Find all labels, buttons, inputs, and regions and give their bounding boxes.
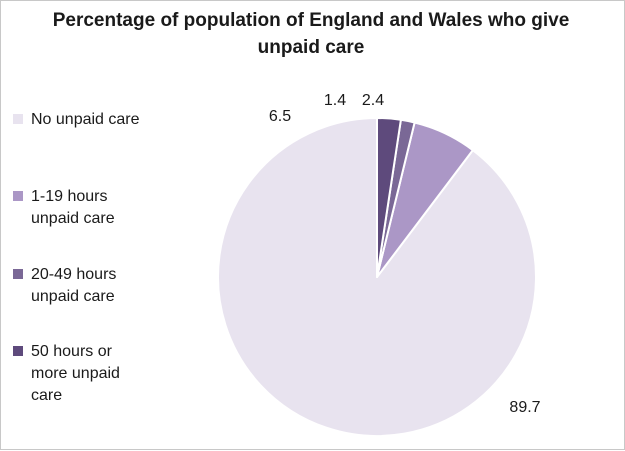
data-label-1-19-hours: 6.5 xyxy=(269,108,291,125)
legend-swatch xyxy=(13,346,23,356)
legend-label: No unpaid care xyxy=(31,111,140,128)
legend-swatch xyxy=(13,191,23,201)
slice-50-hours-or-more xyxy=(376,117,402,278)
legend-swatch xyxy=(13,269,23,279)
data-label-20-49-hours: 1.4 xyxy=(324,92,346,109)
chart-title: Percentage of population of England and … xyxy=(52,10,570,58)
legend-label: 20-49 hours unpaid care xyxy=(31,266,117,305)
legend-swatch xyxy=(13,114,23,124)
data-label-no-unpaid-care: 89.7 xyxy=(509,399,540,416)
legend-label: 50 hours or more unpaid care xyxy=(31,343,120,404)
data-label-50-hours-or-more: 2.4 xyxy=(362,92,384,109)
legend-label: 1-19 hours unpaid care xyxy=(31,188,115,227)
